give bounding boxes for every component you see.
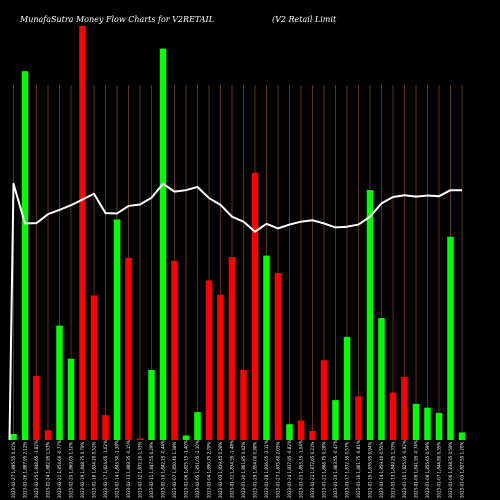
x-tick-label: 2023-01-22 1,872.65 0.21% xyxy=(310,441,315,498)
x-tick-label: 2023-01-20 1,863.55 -0.47% xyxy=(333,440,338,498)
chart-title: MunafaSutra Money Flow Charts for V2RETA… xyxy=(19,15,214,24)
x-tick-label: 2023-02-11 1,847.55 0.29% xyxy=(149,441,154,498)
bar xyxy=(56,325,63,440)
x-tick-label: 2023-02-18 1,834.20 0.52% xyxy=(92,441,97,498)
x-tick-label: 2023-01-06 1,838.35 0.59% xyxy=(448,441,453,498)
bar xyxy=(33,376,40,440)
bar xyxy=(171,260,178,440)
bar xyxy=(401,376,408,440)
x-tick-label: 2023-01-09 1,841.95 -0.74% xyxy=(414,440,419,498)
bar xyxy=(159,48,167,440)
bar xyxy=(205,280,213,440)
x-tick-label: 2023-02-03 1,839.45 0.28% xyxy=(218,441,223,498)
x-tick-label: 2023-02-21 1,854.60 -0.77% xyxy=(57,440,62,498)
x-tick-label: 2023-01-07 1,844.80 0.35% xyxy=(437,441,442,498)
bars-group xyxy=(10,26,466,441)
x-tick-labels: 2023-02-27 1,895.55 0.41% 2023-02-26 1,88… xyxy=(11,440,465,498)
bar xyxy=(21,71,29,440)
chart-subtitle: (V2 Retail Limit xyxy=(272,15,337,24)
bar xyxy=(332,400,339,440)
x-tick-label: 2023-01-08 1,855.65 0.59% xyxy=(425,441,430,498)
x-tick-label: 2023-01-31 1,834.35 -1.48% xyxy=(230,440,235,498)
x-tick-label: 2023-02-12 1,872.20 1.33% xyxy=(138,441,143,498)
bar xyxy=(378,318,385,440)
bar xyxy=(286,424,293,440)
bar xyxy=(309,430,316,440)
x-tick-label: 2023-01-29 1,854.00 0.98% xyxy=(253,441,258,498)
bar xyxy=(67,358,75,440)
bar xyxy=(217,294,224,440)
x-tick-label: 2023-01-17 1,872.35 0.57% xyxy=(345,441,350,498)
bar xyxy=(182,435,190,440)
bar xyxy=(136,438,144,440)
bar xyxy=(274,272,282,440)
x-tick-label: 2023-01-23 1,853.15 -1.04% xyxy=(299,440,304,498)
x-tick-label: 2023-02-19 1,848.75 0.79% xyxy=(80,441,85,498)
x-tick-label: 2023-02-10 1,842.25 -0.44% xyxy=(161,440,166,498)
x-tick-label: 2023-01-13 1,849.25 1.33% xyxy=(391,441,396,498)
x-tick-label: 2023-02-06 1,825.15 -1.40% xyxy=(184,440,189,498)
bar xyxy=(90,295,98,440)
bar xyxy=(343,336,351,440)
bar xyxy=(366,190,374,440)
bar xyxy=(79,26,86,440)
bar xyxy=(228,257,236,440)
bar xyxy=(102,415,109,440)
x-tick-label: 2023-01-21 1,868.75 0.28% xyxy=(322,441,327,498)
x-tick-label: 2023-02-14 1,843.50 -1.38% xyxy=(115,440,120,498)
x-tick-label: 2023-01-03 1,827.55 1.20% xyxy=(460,441,465,498)
x-tick-label: 2023-01-14 1,859.40 0.55% xyxy=(379,441,384,498)
x-tick-label: 2023-02-17 1,824.65 -1.02% xyxy=(103,440,108,498)
x-tick-label: 2023-02-04 1,890.75 2.79% xyxy=(207,441,212,498)
bar xyxy=(240,369,247,440)
bar xyxy=(424,407,431,440)
price-line xyxy=(8,182,462,441)
x-tick-label: 2023-02-13 1,869.35 -0.15% xyxy=(126,440,131,498)
bar xyxy=(113,219,121,440)
bar xyxy=(263,255,270,440)
x-tick-label: 2023-02-05 1,851.05 -2.10% xyxy=(195,440,200,498)
x-tick-label: 2023-02-24 1,882.95 1.53% xyxy=(46,441,51,498)
bar xyxy=(320,360,328,440)
x-tick-label: 2023-02-26 1,887.95 2.12% xyxy=(23,441,28,498)
x-tick-label: 2023-02-20 1,869.05 1.10% xyxy=(69,441,74,498)
bar xyxy=(10,433,17,440)
price-line-group xyxy=(8,182,462,441)
x-tick-label: 2023-01-28 1,836.05 -2.11% xyxy=(264,440,269,498)
x-tick-label: 2023-01-27 1,875.60 2.05% xyxy=(276,441,281,498)
x-tick-label: 2023-02-27 1,895.55 0.41% xyxy=(11,441,16,498)
bar xyxy=(458,432,466,440)
bar xyxy=(125,257,132,440)
bar xyxy=(412,403,420,440)
bar xyxy=(44,430,52,440)
bar xyxy=(148,369,155,440)
x-tick-label: 2023-01-15 1,876.95 0.94% xyxy=(368,441,373,498)
bar xyxy=(447,236,454,440)
bar xyxy=(389,392,397,440)
x-tick-label: 2023-02-07 1,850.40 1.38% xyxy=(172,441,177,498)
bar xyxy=(355,396,362,440)
x-tick-label: 2023-02-25 1,848.65 -1.82% xyxy=(34,440,39,498)
x-tick-label: 2023-01-10 1,825.05 -0.92% xyxy=(402,440,407,498)
x-tick-label: 2023-01-16 1,861.75 -0.81% xyxy=(356,440,361,498)
x-tick-label: 2023-01-30 1,861.85 0.42% xyxy=(241,441,246,498)
bar xyxy=(194,412,201,440)
bar xyxy=(251,172,259,441)
x-tick-label: 2023-01-24 1,837.95 -0.82% xyxy=(287,440,292,498)
bar xyxy=(297,420,305,440)
bar xyxy=(435,412,443,440)
